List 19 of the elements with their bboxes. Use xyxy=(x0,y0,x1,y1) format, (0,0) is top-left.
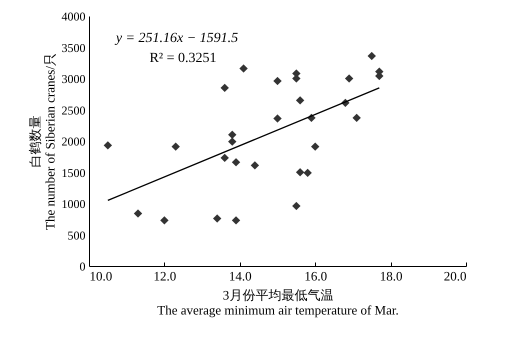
y-tick-label: 2500 xyxy=(62,103,86,118)
x-axis-title: 3月份平均最低气温 The average minimum air temperature of Mar. xyxy=(157,288,399,318)
y-tick-label: 3000 xyxy=(62,72,86,86)
annotation: y = 251.16x − 1591.5 xyxy=(114,31,238,46)
y-tick-label: 1500 xyxy=(62,166,86,180)
y-tick-label: 2000 xyxy=(62,134,86,148)
y-tick-label: 500 xyxy=(68,228,86,242)
y-tick-label: 0 xyxy=(80,260,86,274)
x-tick-label: 14.0 xyxy=(228,268,252,284)
y-axis-title: 白鹤数量 The number of Siberian cranes/只 xyxy=(28,53,58,230)
y-tick-label: 1000 xyxy=(62,197,86,211)
x-tick-label: 12.0 xyxy=(154,268,176,284)
y-tick-label: 4000 xyxy=(62,10,86,24)
x-tick-label: 10.0 xyxy=(90,268,112,284)
x-tick-label: 20.0 xyxy=(444,268,466,284)
y-tick-label: 3500 xyxy=(62,40,86,55)
x-tick-label: 18.0 xyxy=(380,268,402,284)
annotation: R² = 0.3251 xyxy=(150,51,216,66)
x-tick-label: 16.0 xyxy=(304,268,328,284)
